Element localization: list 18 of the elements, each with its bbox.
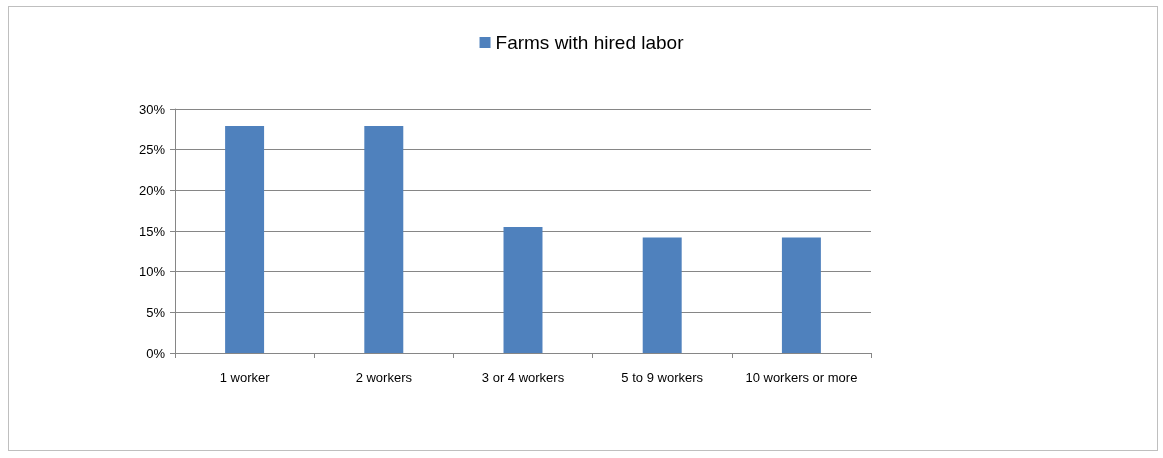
y-tick-label: 30%	[138, 101, 166, 117]
y-tick-label: 20%	[138, 182, 166, 198]
y-tick-label: 10%	[138, 264, 166, 280]
bar	[642, 237, 682, 353]
bar	[781, 237, 821, 353]
x-tick-label: 3 or 4 workers	[481, 369, 565, 385]
legend-label: Farms with hired labor	[495, 32, 685, 53]
y-tick-label: 15%	[138, 223, 166, 239]
bar	[503, 226, 543, 353]
bar	[225, 126, 265, 353]
x-tick-label: 5 to 9 workers	[621, 369, 704, 385]
y-tick-label: 5%	[146, 304, 166, 320]
x-tick-label: 10 workers or more	[745, 369, 858, 385]
x-tick-label: 2 workers	[355, 369, 413, 385]
bar	[364, 126, 404, 353]
y-tick-label: 0%	[146, 345, 166, 361]
y-tick-label: 25%	[138, 142, 166, 158]
x-tick-label: 1 worker	[219, 369, 271, 385]
